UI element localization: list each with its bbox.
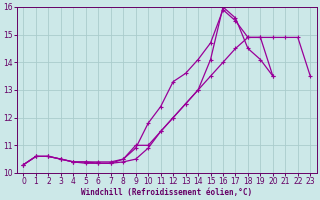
X-axis label: Windchill (Refroidissement éolien,°C): Windchill (Refroidissement éolien,°C)	[81, 188, 252, 197]
